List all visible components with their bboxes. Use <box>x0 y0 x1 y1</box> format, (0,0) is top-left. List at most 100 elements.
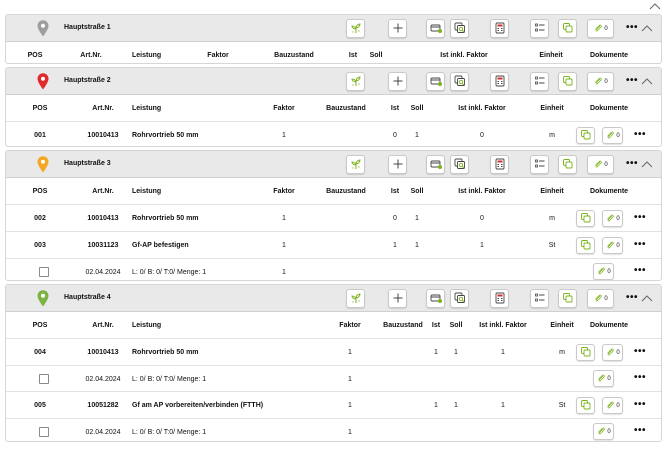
paperclip-button[interactable]: 0 <box>587 72 614 91</box>
attachments-button[interactable]: 0 <box>602 127 623 144</box>
row-checkbox[interactable] <box>39 427 49 437</box>
plus-icon <box>392 75 404 89</box>
group-more-icon[interactable]: ••• <box>626 158 639 169</box>
group-header: Hauptstraße 2 0 ••• <box>6 68 661 95</box>
table-row[interactable]: 001 10010413 Rohrvortrieb 50 mm 1 0 1 0 m 0 ••• <box>6 122 661 146</box>
plus-button[interactable] <box>388 289 407 308</box>
row-checkbox[interactable] <box>39 374 49 384</box>
table-row[interactable]: 003 10031123 Gf-AP befestigen 1 1 1 1 St 0 ••• <box>6 232 661 259</box>
attachments-button[interactable]: 0 <box>593 423 614 440</box>
list-button[interactable] <box>530 155 549 174</box>
header-leistung-cell: Leistung <box>132 188 162 195</box>
copy-row-button[interactable] <box>576 127 595 144</box>
ist-inkl-faktor-cell: 1 <box>501 402 505 409</box>
calculator-button[interactable] <box>490 19 509 38</box>
group-title: Hauptstraße 2 <box>64 77 111 84</box>
list-icon <box>534 158 546 172</box>
row-more-icon[interactable]: ••• <box>634 129 647 140</box>
header-dokumente-cell: Dokumente <box>589 188 629 195</box>
paperclip-button[interactable]: 0 <box>587 155 614 174</box>
copy-icon <box>580 346 592 360</box>
sub-row: 02.04.2024 L: 0/ B: 0/ T:0/ Menge: 1 1 0 ••• <box>6 259 661 280</box>
sprout-button[interactable] <box>346 155 365 174</box>
calculator-button[interactable] <box>490 289 509 308</box>
plus-icon <box>392 158 404 172</box>
card-button[interactable] <box>426 19 445 38</box>
plus-button[interactable] <box>388 72 407 91</box>
row-more-icon[interactable]: ••• <box>634 399 647 410</box>
chevron-up-icon[interactable] <box>640 21 654 35</box>
row-more-icon[interactable]: ••• <box>634 239 647 250</box>
copy-button[interactable] <box>558 289 577 308</box>
copy-row-button[interactable] <box>576 344 595 361</box>
chevron-up-icon[interactable] <box>640 291 654 305</box>
copy-icon <box>562 22 574 36</box>
plus-icon <box>392 22 404 36</box>
attachments-button[interactable]: 0 <box>602 237 623 254</box>
copy-button[interactable] <box>558 72 577 91</box>
paperclip-icon <box>605 213 615 225</box>
row-more-icon[interactable]: ••• <box>634 265 647 276</box>
copy-button[interactable] <box>558 19 577 38</box>
sprout-icon <box>350 22 362 36</box>
sprout-button[interactable] <box>346 72 365 91</box>
attachments-button[interactable]: 0 <box>602 344 623 361</box>
calculator-button[interactable] <box>490 72 509 91</box>
ist-inkl-faktor-cell: 1 <box>501 349 505 356</box>
faktor-cell: 1 <box>348 402 352 409</box>
sprout-icon <box>350 75 362 89</box>
row-more-icon[interactable]: ••• <box>634 425 647 436</box>
art-nr-cell: 10031123 <box>87 242 119 249</box>
header-inkl-cell: Ist inkl. Faktor <box>458 188 506 195</box>
list-button[interactable] <box>530 289 549 308</box>
attachments-button[interactable]: 0 <box>593 370 614 387</box>
chevron-up-icon[interactable] <box>640 157 654 171</box>
group-more-icon[interactable]: ••• <box>626 292 639 303</box>
copy-search-button[interactable] <box>450 155 469 174</box>
copy-row-button[interactable] <box>576 210 595 227</box>
sprout-button[interactable] <box>346 289 365 308</box>
header-inkl-cell: Ist inkl. Faktor <box>440 52 488 59</box>
date-cell: 02.04.2024 <box>85 376 121 383</box>
attachments-button[interactable]: 0 <box>602 210 623 227</box>
attachment-count: 0 <box>616 349 620 356</box>
sprout-button[interactable] <box>346 19 365 38</box>
paperclip-icon <box>593 293 603 305</box>
copy-search-button[interactable] <box>450 72 469 91</box>
copy-icon <box>562 158 574 172</box>
collapse-all-icon[interactable] <box>647 0 663 12</box>
card-button[interactable] <box>426 72 445 91</box>
copy-search-button[interactable] <box>450 19 469 38</box>
copy-row-button[interactable] <box>576 397 595 414</box>
sprout-icon <box>350 292 362 306</box>
table-row[interactable]: 005 10051282 Gf am AP vorbereiten/verbinde… <box>6 392 661 419</box>
row-more-icon[interactable]: ••• <box>634 372 647 383</box>
table-row[interactable]: 002 10010413 Rohrvortrieb 50 mm 1 0 1 0 m 0 ••• <box>6 205 661 232</box>
card-button[interactable] <box>426 155 445 174</box>
group-more-icon[interactable]: ••• <box>626 75 639 86</box>
row-more-icon[interactable]: ••• <box>634 346 647 357</box>
calculator-button[interactable] <box>490 155 509 174</box>
chevron-up-icon[interactable] <box>640 74 654 88</box>
sub-row: 02.04.2024 L: 0/ B: 0/ T:0/ Menge: 1 1 0 ••• <box>6 419 661 441</box>
attachments-button[interactable]: 0 <box>602 397 623 414</box>
attachment-count: 0 <box>604 295 608 302</box>
faktor-cell: 1 <box>282 132 286 139</box>
header-ist-cell: Ist <box>348 52 358 59</box>
row-checkbox[interactable] <box>39 267 49 277</box>
paperclip-button[interactable]: 0 <box>587 289 614 308</box>
list-button[interactable] <box>530 72 549 91</box>
attachments-button[interactable]: 0 <box>593 263 614 280</box>
copy-search-button[interactable] <box>450 289 469 308</box>
copy-row-button[interactable] <box>576 237 595 254</box>
group-more-icon[interactable]: ••• <box>626 22 639 33</box>
row-more-icon[interactable]: ••• <box>634 212 647 223</box>
plus-button[interactable] <box>388 155 407 174</box>
copy-button[interactable] <box>558 155 577 174</box>
paperclip-button[interactable]: 0 <box>587 19 614 38</box>
plus-button[interactable] <box>388 19 407 38</box>
table-row[interactable]: 004 10010413 Rohrvortrieb 50 mm 1 1 1 1 m 0 ••• <box>6 339 661 366</box>
list-button[interactable] <box>530 19 549 38</box>
card-button[interactable] <box>426 289 445 308</box>
group-1: Hauptstraße 1 0 ••• POS Art.Nr. Leistung Fakto… <box>5 14 662 64</box>
